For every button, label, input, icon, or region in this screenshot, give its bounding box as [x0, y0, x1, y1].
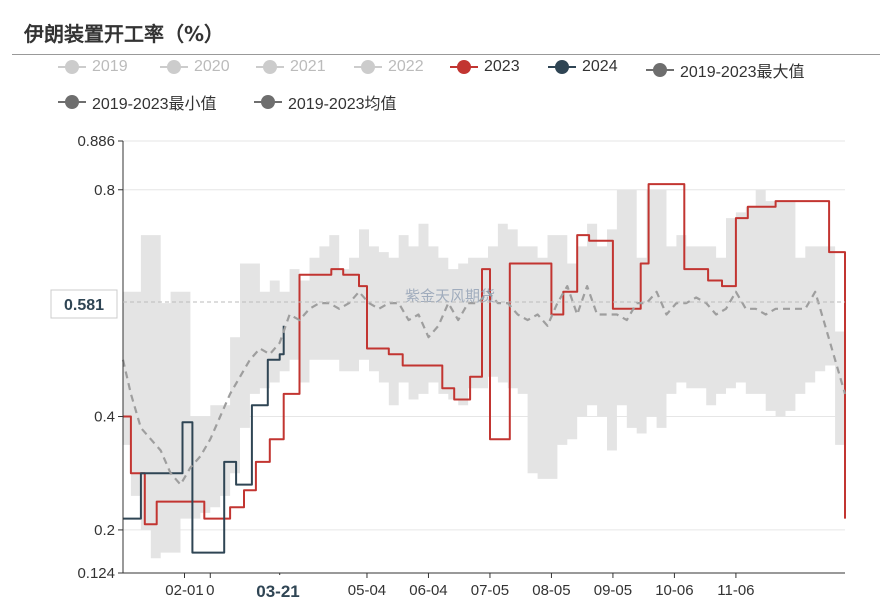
- y-tick-label: 0.2: [94, 522, 115, 539]
- legend-item-2024[interactable]: 2024: [548, 58, 618, 76]
- x-tick-label: 07-05: [471, 582, 509, 599]
- max-min-band: [123, 189, 845, 559]
- legend-marker-icon: [58, 60, 86, 74]
- legend-label: 2019: [92, 58, 128, 75]
- legend-label: 2019-2023最小值: [92, 96, 217, 113]
- grid: [123, 140, 845, 531]
- x-tick-label: 02-01: [165, 582, 203, 599]
- legend-label: 2019-2023最大值: [680, 64, 805, 81]
- legend-item-mean[interactable]: 2019-2023均值: [254, 90, 397, 114]
- crosshair: 0.581 03-21: [50, 289, 845, 605]
- crosshair-x-label: 03-21: [256, 582, 299, 601]
- series-line-2024[interactable]: [123, 325, 285, 554]
- x-tick-label: 08-05: [532, 582, 570, 599]
- crosshair-x-badge: [242, 575, 314, 605]
- y-tick-label: 0.886: [77, 133, 115, 150]
- legend-item-min[interactable]: 2019-2023最小值: [58, 90, 217, 114]
- legend-marker-icon: [548, 60, 576, 74]
- legend-label: 2021: [290, 58, 326, 75]
- y-tick-label: 0.8: [94, 182, 115, 199]
- title-divider: [12, 54, 880, 55]
- x-tick-label: 11-06: [717, 582, 754, 599]
- legend-item-2019[interactable]: 2019: [58, 58, 128, 76]
- x-tick-label: 10-06: [655, 582, 693, 599]
- axes: 0.886 0.8 0.4 0.2 0.124 02-01 0 05-04 06-04 07-05…: [77, 133, 845, 599]
- range-band: [123, 189, 845, 559]
- x-tick-label: 05-04: [348, 582, 386, 599]
- legend-label: 2024: [582, 58, 618, 75]
- series-line-2023[interactable]: [123, 183, 846, 526]
- series-line-2019-2023均值[interactable]: [121, 285, 847, 486]
- legend-item-2022[interactable]: 2022: [354, 58, 424, 76]
- legend-item-2023[interactable]: 2023: [450, 58, 520, 76]
- crosshair-y-badge: [50, 289, 118, 319]
- x-tick-label: 09-05: [594, 582, 632, 599]
- y-tick-label: 0.4: [94, 409, 115, 426]
- chart-title: 伊朗装置开工率（%）: [24, 22, 225, 46]
- legend-marker-icon: [58, 95, 86, 109]
- x-tick-label: 06-04: [409, 582, 447, 599]
- legend-marker-icon: [254, 95, 282, 109]
- series: [121, 183, 847, 554]
- legend-item-2020[interactable]: 2020: [160, 58, 230, 76]
- y-tick-label: 0.124: [77, 565, 115, 582]
- watermark: 紫金天风期货: [405, 287, 495, 305]
- crosshair-y-label: 0.581: [64, 297, 104, 314]
- legend-marker-icon: [256, 60, 284, 74]
- legend-item-2021[interactable]: 2021: [256, 58, 326, 76]
- legend-marker-icon: [450, 60, 478, 74]
- legend-marker-icon: [646, 63, 674, 77]
- x-tick-label: 0: [206, 582, 214, 599]
- legend-marker-icon: [354, 60, 382, 74]
- legend-marker-icon: [160, 60, 188, 74]
- legend-label: 2022: [388, 58, 424, 75]
- legend-item-max[interactable]: 2019-2023最大值: [646, 58, 805, 82]
- legend-label: 2023: [484, 58, 520, 75]
- legend-label: 2020: [194, 58, 230, 75]
- legend-label: 2019-2023均值: [288, 96, 397, 113]
